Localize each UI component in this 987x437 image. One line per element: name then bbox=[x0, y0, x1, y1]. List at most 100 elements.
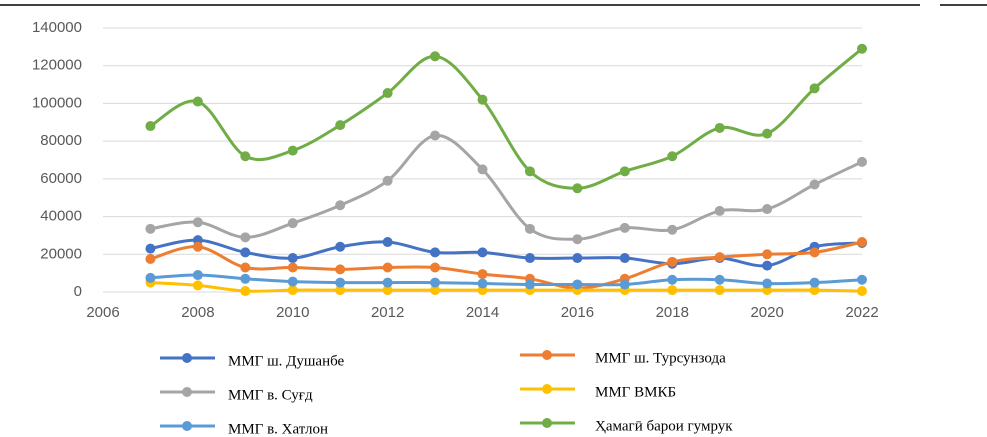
point-marker bbox=[667, 256, 678, 267]
point-marker bbox=[192, 280, 203, 291]
point-marker bbox=[240, 151, 251, 162]
point-marker bbox=[430, 285, 441, 296]
point-marker bbox=[335, 200, 346, 211]
point-marker bbox=[714, 252, 725, 263]
point-marker bbox=[240, 232, 251, 243]
point-marker bbox=[762, 249, 773, 260]
point-marker bbox=[714, 274, 725, 285]
point-marker bbox=[524, 166, 535, 177]
point-marker bbox=[619, 279, 630, 290]
point-marker bbox=[667, 274, 678, 285]
y-tick-label: 120000 bbox=[32, 57, 82, 74]
x-tick-label: 2010 bbox=[276, 304, 309, 321]
legend-marker bbox=[182, 353, 192, 363]
point-marker bbox=[287, 262, 298, 273]
point-marker bbox=[619, 222, 630, 233]
point-marker bbox=[857, 286, 867, 297]
y-tick-label: 60000 bbox=[40, 170, 82, 187]
point-marker bbox=[430, 247, 441, 258]
x-tick-label: 2020 bbox=[750, 304, 783, 321]
point-marker bbox=[857, 156, 867, 167]
point-marker bbox=[619, 166, 630, 177]
point-marker bbox=[809, 247, 820, 258]
series-line bbox=[150, 273, 863, 287]
point-marker bbox=[572, 279, 583, 290]
point-marker bbox=[430, 277, 441, 288]
legend-label: ММГ в. Суғд bbox=[228, 387, 313, 403]
point-marker bbox=[382, 88, 393, 99]
point-marker bbox=[382, 175, 393, 186]
point-marker bbox=[524, 279, 535, 290]
series-line bbox=[149, 47, 863, 190]
point-marker bbox=[667, 285, 678, 296]
point-marker bbox=[240, 262, 251, 273]
point-marker bbox=[382, 262, 393, 273]
point-marker bbox=[714, 285, 725, 296]
point-marker bbox=[809, 179, 820, 190]
legend-marker bbox=[542, 384, 552, 394]
point-marker bbox=[477, 269, 488, 280]
x-tick-label: 2012 bbox=[371, 304, 404, 321]
point-marker bbox=[335, 120, 346, 131]
x-tick-label: 2008 bbox=[181, 304, 214, 321]
point-marker bbox=[857, 274, 867, 285]
point-marker bbox=[477, 164, 488, 175]
point-marker bbox=[667, 224, 678, 235]
series-line bbox=[150, 281, 863, 293]
legend-label: ММГ ВМКБ bbox=[595, 384, 676, 400]
point-marker bbox=[287, 253, 298, 264]
y-tick-label: 0 bbox=[74, 283, 82, 300]
legend-marker bbox=[182, 387, 192, 397]
point-marker bbox=[667, 151, 678, 162]
point-marker bbox=[287, 145, 298, 156]
point-marker bbox=[477, 278, 488, 289]
point-marker bbox=[857, 43, 867, 54]
y-tick-label: 20000 bbox=[40, 245, 82, 262]
point-marker bbox=[382, 237, 393, 248]
legend-label: ММГ ш. Турсунзода bbox=[595, 350, 726, 366]
x-tick-label: 2018 bbox=[656, 304, 689, 321]
point-marker bbox=[524, 223, 535, 234]
legend-label: ММГ ш. Душанбе bbox=[228, 353, 345, 369]
point-marker bbox=[619, 253, 630, 264]
series-line bbox=[150, 238, 863, 268]
point-marker bbox=[145, 272, 156, 283]
point-marker bbox=[240, 247, 251, 258]
x-tick-label: 2022 bbox=[845, 304, 878, 321]
point-marker bbox=[762, 278, 773, 289]
point-marker bbox=[382, 277, 393, 288]
point-marker bbox=[430, 130, 441, 141]
point-marker bbox=[714, 205, 725, 216]
y-tick-label: 100000 bbox=[32, 94, 82, 111]
legend-marker bbox=[182, 421, 192, 431]
x-tick-label: 2016 bbox=[561, 304, 594, 321]
series-line bbox=[150, 240, 863, 290]
point-marker bbox=[192, 96, 203, 107]
series-line bbox=[150, 133, 863, 241]
point-marker bbox=[762, 128, 773, 139]
point-marker bbox=[192, 217, 203, 228]
point-marker bbox=[145, 243, 156, 254]
legend-marker bbox=[542, 350, 552, 360]
point-marker bbox=[572, 183, 583, 194]
x-tick-label: 2014 bbox=[466, 304, 499, 321]
point-marker bbox=[335, 277, 346, 288]
point-marker bbox=[240, 286, 251, 297]
legend-marker bbox=[542, 418, 552, 428]
point-marker bbox=[430, 51, 441, 62]
point-marker bbox=[145, 121, 156, 132]
point-marker bbox=[762, 204, 773, 215]
point-marker bbox=[477, 94, 488, 105]
point-marker bbox=[145, 223, 156, 234]
point-marker bbox=[572, 234, 583, 245]
point-marker bbox=[287, 285, 298, 296]
point-marker bbox=[287, 276, 298, 287]
y-tick-label: 140000 bbox=[32, 19, 82, 36]
legend-label: ММГ в. Хатлон bbox=[228, 421, 328, 437]
point-marker bbox=[145, 254, 156, 264]
point-marker bbox=[809, 277, 820, 288]
point-marker bbox=[287, 218, 298, 229]
point-marker bbox=[335, 241, 346, 252]
point-marker bbox=[382, 285, 393, 296]
